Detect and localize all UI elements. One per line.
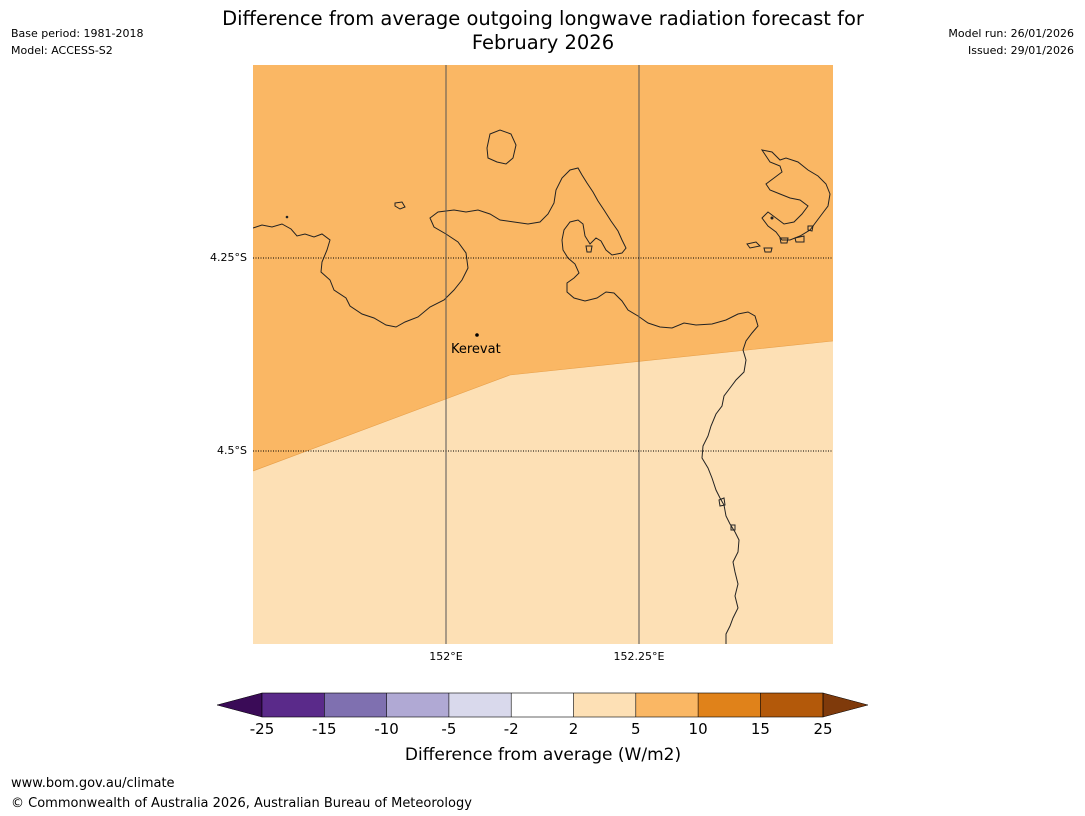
colorbar-tick: 15 <box>750 720 770 738</box>
colorbar-seg-15-25 <box>760 693 823 717</box>
colorbar-seg-neg2-2 <box>511 693 574 717</box>
colorbar-tick: -10 <box>374 720 399 738</box>
title-line-2: February 2026 <box>471 31 615 54</box>
model-run: Model run: 26/01/2026 <box>948 27 1074 40</box>
anomaly-band-2-5 <box>253 341 833 644</box>
map-area <box>253 65 833 644</box>
kerevat-marker <box>475 333 479 337</box>
coastline-main <box>253 167 759 644</box>
coastline-islet-river-b <box>730 524 736 531</box>
model-name: Model: ACCESS-S2 <box>11 44 113 57</box>
lat-label-4-5s: 4.5°S <box>217 444 247 457</box>
colorbar-seg-neg5-neg2 <box>448 693 512 717</box>
colorbar-seg-neg25-neg15 <box>262 693 325 717</box>
coastline-dot-east <box>770 216 774 220</box>
colorbar-seg-2-5 <box>573 693 636 717</box>
colorbar-tick: 5 <box>631 720 641 738</box>
colorbar-tick: -5 <box>441 720 457 738</box>
coastline-islet-east-a <box>746 241 762 249</box>
chart-title: Difference from average outgoing longwav… <box>193 7 893 55</box>
footer-copyright: © Commonwealth of Australia 2026, Austra… <box>11 796 472 811</box>
coastline-islet-east-b <box>763 247 773 253</box>
coastline-islet-west <box>394 201 406 210</box>
colorbar-title: Difference from average (W/m2) <box>404 745 682 765</box>
coastline-islands-east <box>760 149 831 241</box>
lon-label-152e: 152°E <box>429 650 463 663</box>
colorbar-tick: -25 <box>249 720 275 738</box>
colorbar-seg-neg15-neg10 <box>324 693 387 717</box>
lon-label-152-25e: 152.25°E <box>613 650 665 663</box>
colorbar-seg-neg10-neg5 <box>386 693 449 717</box>
colorbar-tick: 10 <box>688 720 708 738</box>
meta-left: Base period: 1981-2018 Model: ACCESS-S2 <box>11 25 143 59</box>
coastline-islet-lagoon <box>585 245 593 253</box>
colorbar-tick: -15 <box>312 720 337 738</box>
place-label-kerevat: Kerevat <box>451 342 501 357</box>
lat-label-4-25s: 4.25°S <box>210 251 247 264</box>
coastline-islet-east-e <box>807 225 814 232</box>
issued-date: Issued: 29/01/2026 <box>967 44 1074 57</box>
footer-url[interactable]: www.bom.gov.au/climate <box>11 776 175 791</box>
meta-right: Model run: 26/01/2026 Issued: 29/01/2026 <box>948 25 1074 59</box>
colorbar-outline <box>261 692 824 718</box>
coastline-islet-east-d <box>794 235 805 243</box>
base-period: Base period: 1981-2018 <box>11 27 144 40</box>
colorbar-tick: 25 <box>813 720 833 738</box>
coastline-islet-east-c <box>779 237 789 244</box>
coastline-islet-river-a <box>718 497 726 507</box>
colorbar <box>216 692 869 718</box>
band-boundary <box>253 340 833 472</box>
coastline-dot-west <box>285 215 289 219</box>
colorbar-extend-low <box>216 692 263 718</box>
colorbar-tick: -2 <box>503 720 519 738</box>
coastline-islet-north <box>486 129 517 165</box>
colorbar-tick: 2 <box>568 720 579 738</box>
colorbar-seg-10-15 <box>698 693 761 717</box>
title-line-1: Difference from average outgoing longwav… <box>222 7 864 30</box>
colorbar-extend-high <box>822 692 869 718</box>
colorbar-seg-5-10 <box>635 693 699 717</box>
